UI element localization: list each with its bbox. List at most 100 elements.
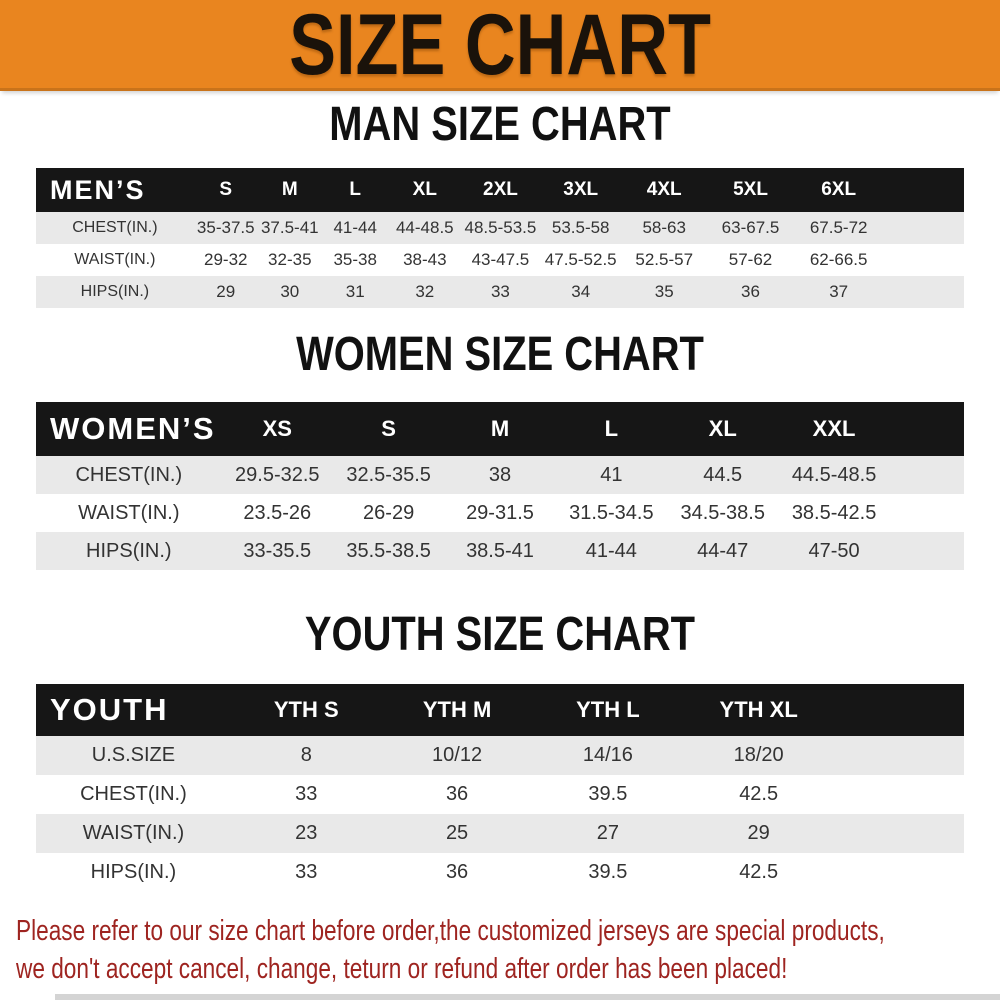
- size-column-header: XS: [221, 402, 333, 456]
- size-value: 29-31.5: [466, 501, 534, 524]
- size-value: 31.5-34.5: [569, 501, 654, 524]
- row-label: CHEST(IN.): [72, 219, 158, 236]
- size-column-header: S: [193, 168, 258, 212]
- size-value: 33: [490, 282, 510, 301]
- size-column-header: 6XL: [794, 168, 884, 212]
- size-value: 29-32: [204, 250, 248, 269]
- size-value: 34: [571, 282, 591, 301]
- size-value: 35-37.5: [196, 218, 255, 237]
- size-value: 44.5-48.5: [791, 463, 877, 486]
- table-corner-label: WOMEN’S: [36, 402, 222, 456]
- table-corner-label: YOUTH: [36, 684, 231, 736]
- size-value: [890, 532, 964, 570]
- size-value: 23: [295, 822, 318, 844]
- size-value: [834, 814, 964, 853]
- size-column-header: 3XL: [539, 168, 622, 212]
- table-row: WAIST(IN.) 23.5-26 26-29 29-31.5 31.5-34.5 34…: [36, 494, 964, 532]
- size-value: [883, 244, 964, 276]
- table-row: HIPS(IN.) 33-35.5 35.5-38.5 38.5-41 41-44 44-…: [36, 532, 964, 570]
- table-header-row: MEN’S S M L XL 2XL 3XL 4XL 5XL 6XL: [36, 168, 964, 212]
- footer-line-1: Please refer to our size chart before or…: [16, 915, 885, 947]
- size-value: [834, 853, 964, 892]
- size-column-header: XL: [388, 168, 461, 212]
- size-value: 44.5: [703, 463, 743, 486]
- size-value: 25: [445, 822, 469, 844]
- size-value: 8: [300, 744, 312, 766]
- row-label: CHEST(IN.): [80, 783, 187, 805]
- size-value: 31: [345, 282, 365, 301]
- size-column-header: 2XL: [461, 168, 540, 212]
- size-value: 41-44: [333, 218, 377, 237]
- row-label: WAIST(IN.): [78, 501, 180, 524]
- youth-section-heading: YOUTH SIZE CHART: [304, 606, 696, 661]
- size-value: 32-35: [268, 250, 312, 269]
- size-value: 34.5-38.5: [680, 501, 765, 524]
- youth-size-table: YOUTH YTH S YTH M YTH L YTH XL U.S.SIZE 8 10/12…: [36, 684, 964, 892]
- size-value: 33-35.5: [243, 539, 312, 562]
- size-column-header: M: [444, 402, 556, 456]
- footer-note: Please refer to our size chart before or…: [16, 912, 1000, 988]
- size-value: 67.5-72: [809, 218, 868, 237]
- size-value: 36: [741, 282, 760, 301]
- table-row: U.S.SIZE 8 10/12 14/16 18/20: [36, 736, 964, 775]
- table-row: CHEST(IN.) 33 36 39.5 42.5: [36, 775, 964, 814]
- size-value: [834, 775, 964, 814]
- size-value: 44-47: [697, 539, 749, 562]
- size-value: 43-47.5: [471, 250, 530, 269]
- size-value: 44-48.5: [395, 218, 454, 237]
- size-value: 36: [445, 861, 469, 883]
- row-label: HIPS(IN.): [86, 539, 172, 562]
- size-column-header: L: [555, 402, 668, 456]
- table-row: CHEST(IN.) 35-37.5 37.5-41 41-44 44-48.5 48.5…: [36, 212, 964, 244]
- youth-table-wrap: YOUTH YTH S YTH M YTH L YTH XL U.S.SIZE 8 10/12…: [36, 684, 964, 892]
- size-column-header: [834, 684, 964, 736]
- womens-size-table: WOMEN’S XS S M L XL XXL CHEST(IN.) 29.5-32.5 32.5…: [36, 402, 964, 570]
- row-label: WAIST(IN.): [82, 822, 185, 844]
- size-value: 27: [596, 822, 619, 844]
- size-value: 63-67.5: [721, 218, 780, 237]
- table-row: HIPS(IN.) 33 36 39.5 42.5: [36, 853, 964, 892]
- size-column-header: XL: [667, 402, 779, 456]
- row-label: CHEST(IN.): [75, 463, 183, 486]
- size-column-header: [889, 402, 964, 456]
- size-value: 47-50: [808, 539, 860, 562]
- size-value: [890, 494, 964, 532]
- size-value: 33: [295, 783, 318, 805]
- bottom-edge-strip: [55, 994, 1000, 1000]
- size-value: 23.5-26: [243, 501, 312, 524]
- size-value: 52.5-57: [635, 250, 694, 269]
- size-value: 41-44: [585, 539, 637, 562]
- size-value: 53.5-58: [551, 218, 610, 237]
- banner: SIZE CHART: [0, 0, 1000, 92]
- table-header-row: WOMEN’S XS S M L XL XXL: [36, 402, 964, 456]
- size-value: 39.5: [588, 861, 628, 883]
- size-value: [834, 736, 964, 775]
- size-value: 35: [654, 282, 674, 301]
- size-value: 38-43: [403, 250, 447, 269]
- size-value: 38.5-42.5: [791, 501, 877, 524]
- size-value: 41: [600, 463, 623, 486]
- table-row: WAIST(IN.) 23 25 27 29: [36, 814, 964, 853]
- size-value: 18/20: [733, 744, 784, 766]
- row-label: U.S.SIZE: [91, 744, 176, 766]
- size-value: 29: [216, 282, 236, 301]
- size-column-header: [883, 168, 964, 212]
- size-column-header: 5XL: [706, 168, 795, 212]
- size-value: 62-66.5: [809, 250, 868, 269]
- size-value: 29.5-32.5: [235, 463, 320, 486]
- size-value: 38: [488, 463, 512, 486]
- size-value: [883, 276, 964, 308]
- size-value: 29: [747, 822, 770, 844]
- size-column-header: L: [321, 168, 389, 212]
- row-label: WAIST(IN.): [74, 251, 156, 268]
- size-value: [890, 456, 964, 494]
- table-row: CHEST(IN.) 29.5-32.5 32.5-35.5 38 41 44.5 44.5…: [36, 456, 964, 494]
- size-value: 32.5-35.5: [346, 463, 431, 486]
- size-value: 10/12: [432, 744, 483, 766]
- size-value: 48.5-53.5: [464, 218, 537, 237]
- row-label: HIPS(IN.): [80, 283, 150, 300]
- row-label: HIPS(IN.): [90, 861, 177, 883]
- size-column-header: S: [332, 402, 445, 456]
- size-value: 39.5: [588, 783, 628, 805]
